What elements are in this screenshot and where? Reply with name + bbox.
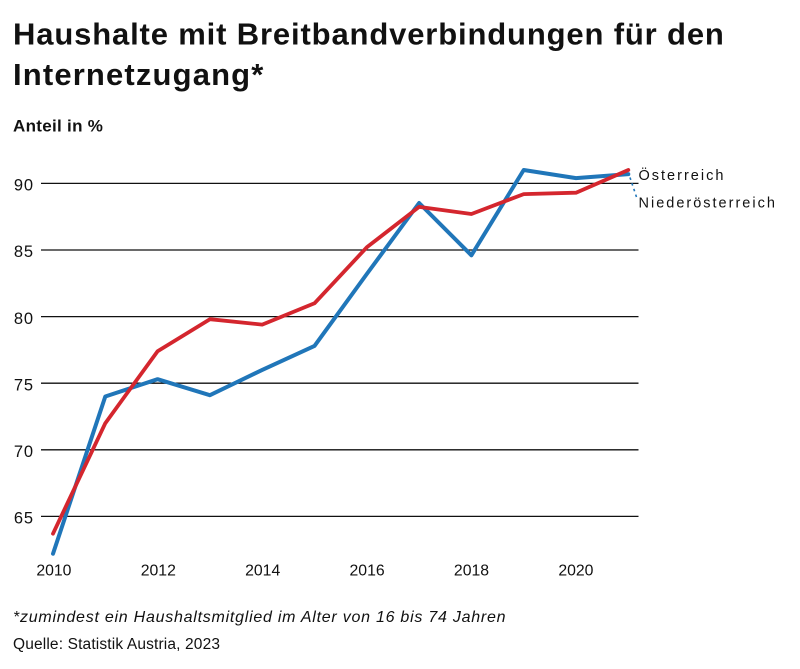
svg-text:Niederösterreich: Niederösterreich	[639, 196, 777, 212]
svg-text:2016: 2016	[350, 563, 385, 580]
svg-text:*zumindest ein Haushaltsmitgli: *zumindest ein Haushaltsmitglied im Alte…	[13, 609, 506, 626]
svg-text:2014: 2014	[245, 563, 280, 580]
svg-text:Internetzugang*: Internetzugang*	[13, 57, 264, 92]
svg-text:80: 80	[14, 310, 34, 328]
svg-text:Anteil in %: Anteil in %	[13, 117, 103, 136]
svg-text:2012: 2012	[141, 563, 176, 580]
svg-text:2010: 2010	[36, 563, 71, 580]
svg-text:85: 85	[14, 243, 34, 261]
svg-text:2020: 2020	[558, 563, 593, 580]
svg-text:Österreich: Österreich	[639, 166, 726, 184]
svg-text:65: 65	[14, 510, 34, 528]
svg-text:75: 75	[14, 376, 34, 394]
svg-text:70: 70	[14, 443, 34, 461]
svg-text:90: 90	[14, 177, 34, 195]
svg-text:2018: 2018	[454, 563, 489, 580]
svg-text:Quelle: Statistik Austria, 202: Quelle: Statistik Austria, 2023	[13, 636, 220, 653]
svg-text:Haushalte mit Breitbandverbind: Haushalte mit Breitbandverbindungen für …	[13, 17, 725, 52]
